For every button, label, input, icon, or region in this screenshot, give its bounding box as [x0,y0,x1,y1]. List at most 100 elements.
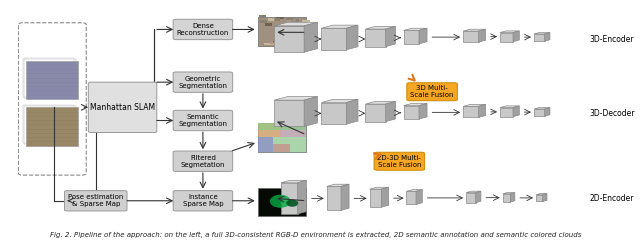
FancyBboxPatch shape [286,19,290,20]
FancyBboxPatch shape [282,27,285,29]
Text: Dense
Reconstruction: Dense Reconstruction [177,23,229,36]
FancyBboxPatch shape [258,187,307,216]
FancyBboxPatch shape [268,18,274,21]
FancyBboxPatch shape [264,43,271,45]
FancyBboxPatch shape [276,17,284,19]
FancyBboxPatch shape [275,18,280,20]
FancyBboxPatch shape [265,23,272,26]
Polygon shape [341,184,349,210]
Polygon shape [502,194,510,202]
Text: Fig. 2. Pipeline of the approach: on the left, a full 3D-consistent RGB-D enviro: Fig. 2. Pipeline of the approach: on the… [51,232,582,238]
Polygon shape [416,190,422,204]
Polygon shape [304,22,317,52]
Polygon shape [513,106,519,117]
Polygon shape [513,31,519,42]
Polygon shape [304,97,317,127]
Polygon shape [479,104,486,117]
Polygon shape [365,27,396,29]
Polygon shape [466,193,476,203]
Text: 2D-Encoder: 2D-Encoder [590,194,634,203]
Polygon shape [403,103,427,106]
Polygon shape [476,191,481,203]
Polygon shape [419,28,427,44]
FancyBboxPatch shape [303,37,307,39]
FancyBboxPatch shape [271,43,278,45]
Polygon shape [321,25,358,28]
FancyBboxPatch shape [289,27,294,29]
Polygon shape [365,104,386,121]
FancyBboxPatch shape [302,20,310,22]
Polygon shape [463,104,486,106]
FancyBboxPatch shape [280,123,307,137]
Polygon shape [327,184,349,186]
FancyBboxPatch shape [258,137,273,152]
Text: Instance
Sparse Map: Instance Sparse Map [182,194,223,207]
FancyBboxPatch shape [280,41,285,43]
Polygon shape [386,101,396,121]
FancyBboxPatch shape [269,42,275,44]
Polygon shape [298,181,307,214]
FancyBboxPatch shape [289,34,295,37]
Text: Filtered
Segmetation: Filtered Segmetation [180,155,225,168]
FancyBboxPatch shape [287,35,291,38]
Text: Geometric
Segmentation: Geometric Segmentation [179,76,227,89]
Polygon shape [403,30,419,44]
Polygon shape [365,101,396,104]
Text: 2D-3D Multi-
Scale Fusion: 2D-3D Multi- Scale Fusion [378,155,421,168]
Polygon shape [500,106,519,107]
Polygon shape [419,103,427,119]
Polygon shape [500,107,513,117]
Polygon shape [406,190,422,191]
Polygon shape [275,26,304,52]
Text: 3D Multi-
Scale Fusion: 3D Multi- Scale Fusion [410,85,454,98]
FancyBboxPatch shape [287,17,293,20]
Polygon shape [463,31,479,42]
Polygon shape [500,31,519,33]
Polygon shape [534,107,550,109]
FancyBboxPatch shape [279,36,285,38]
Polygon shape [346,100,358,124]
FancyBboxPatch shape [260,20,267,23]
FancyBboxPatch shape [258,123,307,130]
FancyBboxPatch shape [280,43,288,45]
Polygon shape [386,27,396,47]
FancyBboxPatch shape [291,42,300,45]
Polygon shape [321,102,346,124]
Polygon shape [403,106,419,119]
FancyBboxPatch shape [259,15,266,18]
Polygon shape [479,29,486,42]
FancyBboxPatch shape [65,191,127,211]
FancyBboxPatch shape [291,39,297,42]
FancyBboxPatch shape [258,17,307,46]
Polygon shape [466,191,481,193]
Text: Pose estimation
& Sparse Map: Pose estimation & Sparse Map [68,194,124,207]
FancyBboxPatch shape [374,152,425,170]
Polygon shape [463,29,486,31]
Polygon shape [545,107,550,116]
FancyBboxPatch shape [26,60,78,99]
Polygon shape [403,28,427,30]
Polygon shape [275,22,317,26]
Polygon shape [534,109,545,116]
Text: Manhattan SLAM: Manhattan SLAM [90,103,155,112]
FancyBboxPatch shape [26,107,78,146]
FancyBboxPatch shape [287,20,291,23]
Text: Semantic
Segmentation: Semantic Segmentation [179,114,227,127]
Polygon shape [463,106,479,117]
FancyBboxPatch shape [173,19,233,40]
Polygon shape [545,33,550,41]
FancyBboxPatch shape [273,144,291,152]
FancyBboxPatch shape [281,25,285,27]
Polygon shape [510,193,515,202]
Polygon shape [536,194,547,195]
FancyBboxPatch shape [273,41,280,43]
FancyBboxPatch shape [261,20,266,22]
Polygon shape [365,29,386,47]
Polygon shape [502,193,515,194]
Polygon shape [381,187,388,207]
Polygon shape [327,186,341,210]
Ellipse shape [286,200,298,207]
FancyBboxPatch shape [296,19,299,22]
Text: 3D-Encoder: 3D-Encoder [590,34,634,44]
Text: 3D-Decoder: 3D-Decoder [590,109,636,118]
